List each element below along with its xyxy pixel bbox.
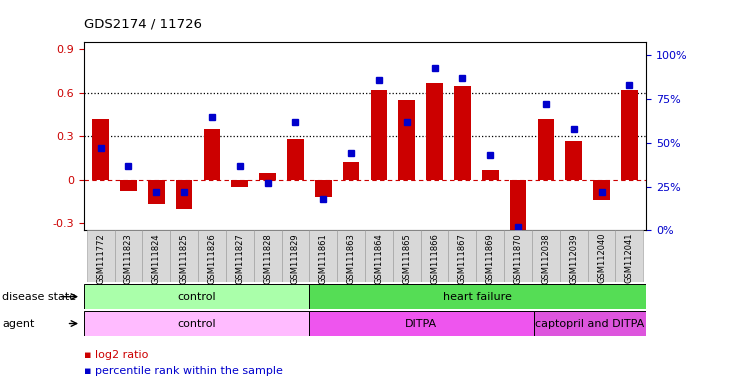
Bar <box>426 83 443 180</box>
Bar <box>259 172 276 180</box>
Text: GSM112039: GSM112039 <box>569 233 578 284</box>
Bar <box>476 230 504 282</box>
Bar <box>588 230 615 282</box>
Bar <box>142 230 170 282</box>
Bar <box>254 230 282 282</box>
Bar <box>204 129 220 180</box>
Bar <box>282 230 310 282</box>
Bar <box>448 230 476 282</box>
Text: ▪ percentile rank within the sample: ▪ percentile rank within the sample <box>84 366 283 376</box>
Text: GSM111824: GSM111824 <box>152 233 161 284</box>
Text: GSM111828: GSM111828 <box>263 233 272 284</box>
Bar <box>565 141 582 180</box>
Text: GSM111772: GSM111772 <box>96 233 105 284</box>
Text: GSM112038: GSM112038 <box>542 233 550 284</box>
Bar <box>534 311 646 336</box>
Bar <box>115 230 142 282</box>
Bar <box>504 230 532 282</box>
Text: GSM111825: GSM111825 <box>180 233 188 284</box>
Text: GSM111870: GSM111870 <box>513 233 523 284</box>
Bar <box>148 180 165 204</box>
Bar <box>120 180 137 191</box>
Text: GSM111826: GSM111826 <box>207 233 217 284</box>
Bar <box>84 284 309 309</box>
Text: GSM111861: GSM111861 <box>319 233 328 284</box>
Bar <box>176 180 193 209</box>
Text: GSM111823: GSM111823 <box>124 233 133 284</box>
Bar <box>337 230 365 282</box>
Bar <box>593 180 610 200</box>
Text: agent: agent <box>2 318 34 329</box>
Text: captopril and DITPA: captopril and DITPA <box>535 318 645 329</box>
Text: control: control <box>177 318 215 329</box>
Bar <box>371 90 387 180</box>
Text: ▪ log2 ratio: ▪ log2 ratio <box>84 350 148 360</box>
Text: control: control <box>177 291 215 302</box>
Text: GSM111863: GSM111863 <box>347 233 356 284</box>
Text: GSM111866: GSM111866 <box>430 233 439 284</box>
Text: GSM111864: GSM111864 <box>374 233 383 284</box>
Bar <box>309 284 646 309</box>
Bar <box>343 162 359 180</box>
Text: GSM111867: GSM111867 <box>458 233 467 284</box>
Bar <box>198 230 226 282</box>
Bar <box>231 180 248 187</box>
Bar <box>615 230 643 282</box>
Text: GSM111827: GSM111827 <box>235 233 245 284</box>
Bar <box>454 86 471 180</box>
Bar <box>170 230 198 282</box>
Bar <box>482 170 499 180</box>
Bar <box>532 230 560 282</box>
Text: disease state: disease state <box>2 291 77 302</box>
Bar <box>393 230 420 282</box>
Text: GDS2174 / 11726: GDS2174 / 11726 <box>84 17 202 30</box>
Bar <box>420 230 448 282</box>
Text: DITPA: DITPA <box>405 318 437 329</box>
Bar <box>621 90 638 180</box>
Text: GSM111869: GSM111869 <box>485 233 495 284</box>
Text: heart failure: heart failure <box>443 291 512 302</box>
Bar <box>315 180 331 197</box>
Bar <box>226 230 254 282</box>
Bar <box>399 100 415 180</box>
Bar <box>365 230 393 282</box>
Text: GSM111829: GSM111829 <box>291 233 300 284</box>
Bar <box>87 230 115 282</box>
Bar <box>310 230 337 282</box>
Text: GSM112041: GSM112041 <box>625 233 634 283</box>
Bar <box>84 311 309 336</box>
Text: GSM112040: GSM112040 <box>597 233 606 283</box>
Text: GSM111865: GSM111865 <box>402 233 411 284</box>
Bar <box>92 119 109 180</box>
Bar <box>560 230 588 282</box>
Bar <box>309 311 534 336</box>
Bar <box>537 119 554 180</box>
Bar <box>510 180 526 245</box>
Bar <box>287 139 304 180</box>
